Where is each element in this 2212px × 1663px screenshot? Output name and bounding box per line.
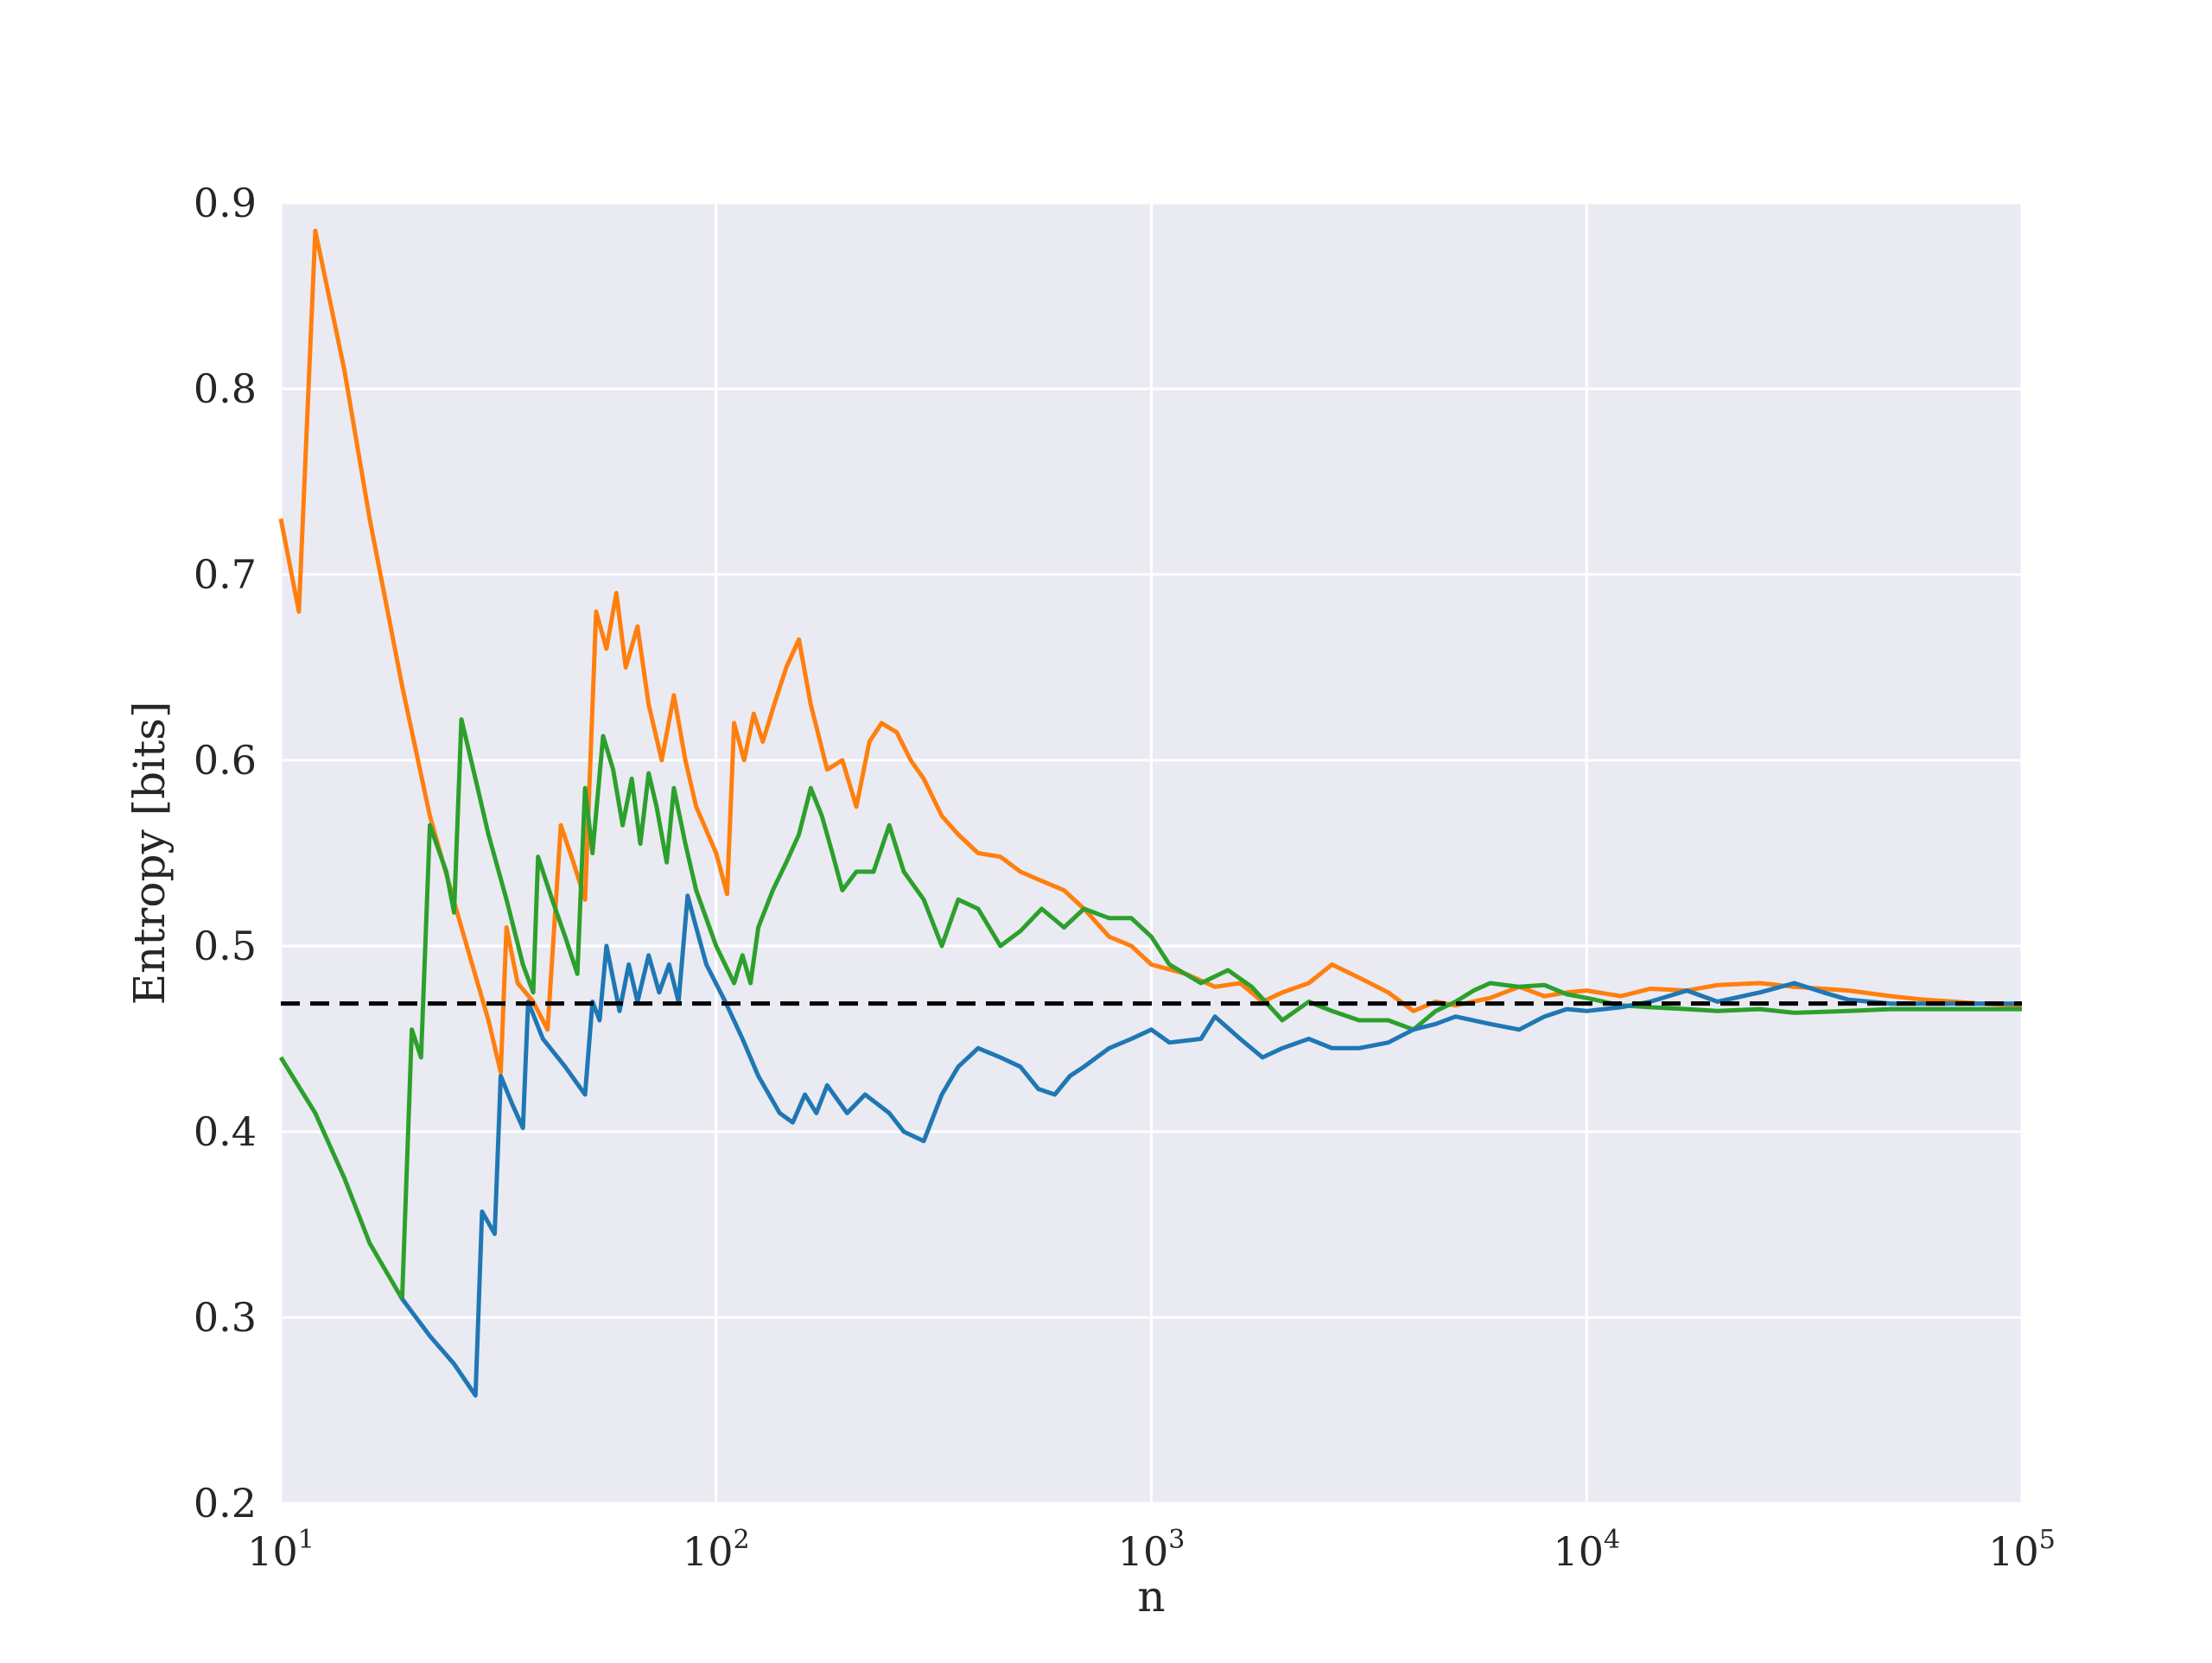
- series-lines: [278, 228, 2023, 1398]
- series-line-1: [278, 228, 2023, 1075]
- y-tick-label: 0.4: [194, 1108, 257, 1155]
- x-tick-label: 103: [1118, 1525, 1185, 1575]
- y-tick-label: 0.6: [194, 737, 257, 784]
- y-tick-label: 0.8: [194, 365, 257, 412]
- y-axis-label: Entropy [bits]: [124, 701, 175, 1006]
- y-tick-label: 0.7: [194, 551, 257, 598]
- y-tick-label: 0.9: [194, 180, 257, 226]
- x-tick-label: 101: [247, 1525, 315, 1575]
- series-line-2: [278, 717, 2022, 1301]
- y-tick-label: 0.3: [194, 1294, 257, 1341]
- y-tick-label: 0.5: [194, 923, 257, 969]
- x-tick-label: 105: [1988, 1525, 2056, 1575]
- x-tick-label: 104: [1553, 1525, 1620, 1575]
- x-tick-label: 102: [683, 1525, 750, 1575]
- x-axis-label: n: [1137, 1571, 1165, 1622]
- y-tick-label: 0.2: [194, 1480, 257, 1527]
- series-line-3: [400, 893, 2022, 1398]
- tick-labels: 0.2 0.3 0.4 0.5 0.6 0.7 0.8 0.9 101 102 103 104 105: [194, 180, 2056, 1575]
